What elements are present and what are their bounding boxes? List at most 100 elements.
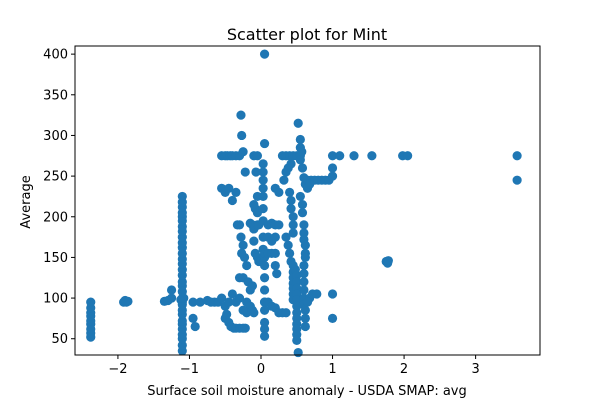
data-point (247, 281, 258, 291)
data-point (293, 118, 303, 128)
data-point (240, 167, 250, 177)
data-point (238, 240, 248, 250)
data-point (217, 293, 227, 303)
data-point (299, 228, 309, 238)
data-point (258, 159, 268, 169)
data-point (327, 163, 338, 173)
data-point (238, 147, 248, 157)
data-point (231, 187, 241, 197)
data-point (300, 321, 310, 332)
data-point (238, 305, 248, 315)
data-point (305, 179, 315, 189)
data-point (123, 296, 133, 306)
data-point (166, 285, 177, 295)
data-point (270, 260, 280, 271)
y-tick-label: 100 (43, 292, 68, 307)
data-point (258, 204, 268, 214)
data-point (259, 285, 270, 295)
data-point (177, 299, 187, 310)
data-point (327, 289, 338, 299)
data-point (274, 187, 284, 197)
data-point (288, 228, 298, 238)
data-point (234, 293, 245, 303)
data-point (285, 248, 295, 258)
data-point (292, 270, 302, 280)
data-point (297, 208, 308, 218)
data-point (249, 236, 259, 246)
data-point (259, 324, 270, 334)
data-point (188, 297, 198, 307)
y-axis: 50 100 150 200 250 300 350 400 (43, 48, 75, 347)
data-point (327, 313, 338, 324)
data-point (312, 289, 322, 299)
data-point (177, 191, 187, 202)
data-point (297, 147, 307, 157)
chart-title: Scatter plot for Mint (227, 25, 387, 44)
data-point (281, 232, 291, 242)
data-point (259, 273, 270, 283)
data-point (270, 232, 280, 242)
data-point (279, 175, 289, 185)
x-tick-label: 2 (400, 362, 408, 377)
data-point (227, 195, 237, 206)
data-point (259, 138, 270, 149)
y-tick-label: 300 (43, 129, 68, 144)
data-point (288, 212, 298, 222)
data-point (190, 321, 200, 332)
x-axis: −2 −1 0 1 2 3 (108, 355, 480, 377)
data-point (270, 248, 280, 258)
data-point (258, 191, 268, 202)
data-point (258, 183, 268, 193)
data-point (292, 277, 302, 287)
data-point (177, 316, 187, 326)
data-point (383, 256, 393, 266)
data-point (349, 151, 359, 161)
data-point (259, 317, 270, 328)
data-point (274, 220, 284, 230)
x-tick-label: −2 (108, 362, 127, 377)
data-point (292, 301, 302, 311)
data-point (512, 175, 522, 185)
data-point (299, 260, 309, 271)
data-point (259, 260, 270, 271)
y-tick-label: 250 (43, 170, 68, 185)
data-point (281, 308, 291, 318)
data-point (297, 199, 308, 210)
x-tick-label: 0 (257, 362, 265, 377)
points-layer (86, 49, 522, 358)
data-point (286, 204, 296, 214)
y-tick-label: 400 (43, 48, 68, 63)
data-point (224, 183, 234, 193)
data-point (295, 191, 305, 202)
data-point (234, 220, 245, 230)
data-point (240, 323, 250, 333)
data-point (249, 199, 259, 210)
data-point (188, 313, 198, 324)
data-point (195, 297, 205, 307)
data-point (327, 171, 338, 181)
x-tick-label: 3 (471, 362, 479, 377)
data-point (227, 289, 237, 299)
data-point (249, 308, 259, 318)
data-point (293, 347, 303, 358)
data-point (242, 260, 252, 271)
y-tick-label: 50 (51, 332, 68, 347)
data-point (367, 151, 377, 161)
data-point (299, 220, 309, 230)
data-point (252, 151, 263, 161)
data-point (286, 195, 296, 206)
y-tick-label: 350 (43, 88, 68, 103)
data-point (285, 187, 295, 197)
data-point (299, 277, 309, 287)
data-point (237, 248, 247, 258)
data-point (259, 331, 270, 341)
data-point (300, 313, 310, 324)
plot-frame (74, 45, 541, 356)
y-tick-label: 150 (43, 251, 68, 266)
data-point (292, 295, 302, 305)
data-point (335, 151, 345, 161)
data-point (259, 305, 270, 315)
data-point (259, 49, 270, 59)
data-point (302, 297, 313, 307)
